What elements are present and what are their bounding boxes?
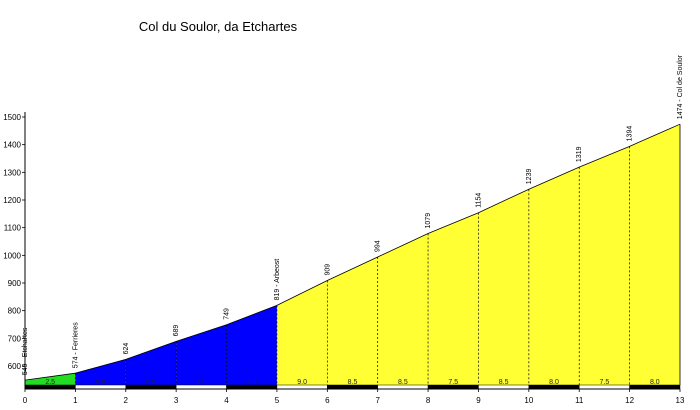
segment-fill-9: [428, 212, 479, 385]
gradient-label-2: 5.0: [96, 379, 106, 386]
profile-line: [24, 123, 681, 381]
x-tick-label-1: 1: [73, 396, 78, 405]
x-tick-label-3: 3: [174, 396, 179, 405]
gradient-label-12: 7.5: [600, 379, 610, 386]
elevation-label-km-6: 909: [324, 264, 331, 276]
gradient-label-5: 7.0: [247, 379, 257, 386]
gradient-label-7: 8.5: [348, 379, 358, 386]
y-tick-label-1100: 1100: [4, 224, 22, 233]
x-tick-label-10: 10: [524, 396, 533, 405]
y-tick-label-900: 900: [8, 279, 22, 288]
elevation-label-km-4: 749: [224, 308, 231, 320]
segment-fill-2: [75, 359, 126, 385]
segment-fill-3: [125, 341, 177, 385]
km-dividers: [75, 146, 630, 385]
y-tick-label-1300: 1300: [3, 168, 21, 177]
x-tick-label-4: 4: [224, 396, 229, 405]
x-tick-label-6: 6: [325, 396, 330, 405]
segment-fill-12: [579, 146, 630, 385]
elevation-label-km-7: 994: [375, 240, 382, 252]
segment-fill-13: [629, 124, 680, 386]
gradient-label-6: 9.0: [297, 379, 307, 386]
y-tick-label-800: 800: [8, 307, 22, 316]
segment-fill-7: [327, 256, 378, 385]
segment-fill-10: [478, 189, 529, 385]
gradient-label-3: 6.5: [146, 379, 156, 386]
x-tick-label-5: 5: [275, 396, 280, 405]
y-tick-label-700: 700: [8, 334, 22, 343]
x-tick-label-11: 11: [575, 396, 584, 405]
x-tick-label-8: 8: [426, 396, 431, 405]
y-tick-label-600: 600: [8, 362, 22, 371]
x-tick-label-7: 7: [375, 396, 380, 405]
x-tick-label-12: 12: [625, 396, 634, 405]
gradient-labels: 2.5 5.0 6.5 6.0 7.0 9.0 8.5 8.5 7.5 8.5 8.0 7.5 8.0: [45, 379, 659, 386]
segment-fill-8: [377, 233, 429, 385]
segment-fill-4: [176, 324, 227, 385]
km-baseline-bar: [24, 384, 681, 390]
elevation-label-km-11: 1319: [576, 146, 583, 162]
elevation-label-km-2: 624: [123, 343, 130, 355]
y-tick-label-1400: 1400: [3, 141, 21, 150]
elevation-label-km-8: 1079: [425, 213, 432, 229]
gradient-label-9: 7.5: [448, 379, 458, 386]
gradient-label-13: 8.0: [650, 379, 660, 386]
elevation-label-km-1: 574 - Ferrieres: [72, 322, 79, 368]
gradient-label-11: 8.0: [549, 379, 559, 386]
elevation-label-km-12: 1394: [627, 126, 634, 142]
segment-fill-11: [528, 167, 580, 385]
axes: [24, 112, 680, 390]
segment-fill-1: [25, 373, 76, 385]
gradient-label-4: 6.0: [196, 379, 206, 386]
elevation-label-km-3: 689: [173, 325, 180, 337]
y-tick-label-1200: 1200: [3, 196, 21, 205]
gradient-segments: [25, 124, 680, 386]
x-axis-ticks: 0 1 2 3 4 5 6 7 8 9 10 11 12 13: [23, 389, 685, 405]
elevation-labels: 549 - Etchartes 574 - Ferrieres 624 689 749 8…: [22, 54, 684, 375]
segment-fill-5: [226, 305, 277, 385]
elevation-label-km-0: 549 - Etchartes: [22, 327, 29, 375]
x-tick-label-9: 9: [476, 396, 481, 405]
x-tick-label-2: 2: [124, 396, 129, 405]
x-tick-label-13: 13: [676, 396, 685, 405]
x-tick-label-0: 0: [23, 396, 28, 405]
profile-outline: [24, 123, 681, 385]
y-tick-label-1500: 1500: [3, 113, 21, 122]
segment-fill-6: [276, 280, 328, 385]
elevation-label-km-10: 1239: [526, 169, 533, 185]
elevation-label-km-13: 1474 - Col de Soulor: [677, 54, 684, 119]
y-axis-ticks: 600 700 800 900 1000 1100 1200 1300 1400 1500: [3, 113, 25, 371]
gradient-label-1: 2.5: [45, 379, 55, 386]
gradient-label-10: 8.5: [499, 379, 509, 386]
chart-title: Col du Soulor, da Etchartes: [139, 19, 298, 34]
elevation-label-km-9: 1154: [475, 193, 482, 208]
y-tick-label-1000: 1000: [3, 251, 21, 260]
elevation-label-km-5: 819 - Arbeost: [274, 259, 281, 301]
gradient-label-8: 8.5: [398, 379, 408, 386]
